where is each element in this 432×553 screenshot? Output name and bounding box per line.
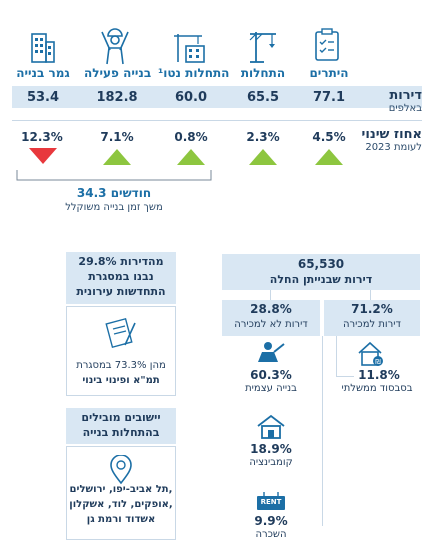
combination-label: קומבינציה xyxy=(249,457,293,468)
tree-connector xyxy=(270,290,271,300)
dwellings-label: דירות xyxy=(389,88,422,103)
crane-icon xyxy=(249,32,276,63)
change-value-new-built: 12.3% xyxy=(21,130,63,144)
change-value-net-starts: 0.8% xyxy=(174,130,208,144)
header-active-construction: בנייה פעילה xyxy=(84,66,152,80)
urban-renewal-title-line1: 29.8% מהדירות xyxy=(78,255,164,268)
leading-cities-title-box xyxy=(66,408,176,444)
tree-connector xyxy=(370,290,371,300)
contract-signing-icon xyxy=(105,317,136,349)
not-for-sale-box xyxy=(222,300,320,336)
self-build-pct: 60.3% xyxy=(250,368,292,382)
dwellings-value-new-built: 53.4 xyxy=(26,90,60,105)
building-icon xyxy=(31,33,55,63)
leading-cities-line1: תל אביב-יפו, ירושלים, xyxy=(69,484,173,495)
tree-connector xyxy=(322,336,323,526)
arrow-down-icon xyxy=(29,148,57,164)
total-started-box xyxy=(222,254,420,290)
for-sale-label: דירות למכירה xyxy=(343,319,401,330)
arrow-up-icon xyxy=(315,149,343,165)
total-started-value: 65,530 xyxy=(297,257,345,271)
duration-bracket xyxy=(16,170,212,181)
not-for-sale-label: דירות לא למכירה xyxy=(234,319,308,330)
worker-icon xyxy=(101,28,129,65)
tree-connector xyxy=(336,336,337,376)
self-build-label: בנייה עצמית xyxy=(245,383,297,394)
arrow-up-icon xyxy=(249,149,277,165)
header-starts: התחלות xyxy=(240,66,286,80)
not-for-sale-pct: 28.8% xyxy=(250,302,292,316)
leading-cities-title-line2: בהתחלות בנייה xyxy=(82,426,160,439)
change-sub: לעומת 2023 xyxy=(365,142,422,153)
dwellings-value-net-starts: 60.0 xyxy=(174,90,208,105)
header-net-starts: התחלות נטו¹ xyxy=(158,66,230,80)
rent-sign-icon xyxy=(257,492,285,510)
urban-renewal-title-box xyxy=(66,252,176,304)
leading-cities-line2: אופקים, לוד, אשקלון, xyxy=(69,499,173,510)
change-value-starts: 2.3% xyxy=(246,130,280,144)
leading-cities-line3: אשדוד ורמת גן xyxy=(86,514,156,525)
header-permits: היתרים xyxy=(309,66,349,80)
rent-pct: 9.9% xyxy=(254,514,288,528)
rent-label: השכרה xyxy=(255,529,287,540)
dwellings-value-starts: 65.5 xyxy=(246,90,280,105)
combination-house-icon xyxy=(257,414,285,439)
dwellings-row-band xyxy=(12,86,422,108)
urban-renewal-sub-line2: תמ"א ופינוי בינוי xyxy=(82,375,160,386)
subsidized-house-icon: ₪ xyxy=(358,341,383,366)
urban-renewal-sub-line1: מהן 73.3% במסגרת xyxy=(76,360,166,371)
combination-pct: 18.9% xyxy=(250,442,292,456)
change-value-active: 7.1% xyxy=(100,130,134,144)
dwellings-unit: באלפים xyxy=(388,103,422,114)
urban-renewal-title-line3: התחדשות עירונית xyxy=(76,285,166,298)
duration-value: 34.3 חודשים xyxy=(76,186,152,200)
urban-renewal-body xyxy=(66,306,176,396)
svg-text:₪: ₪ xyxy=(375,358,381,366)
for-sale-pct: 71.2% xyxy=(351,302,393,316)
permit-document-icon xyxy=(315,28,339,61)
leading-cities-title-line1: יישובים מובילים xyxy=(81,411,161,424)
dwellings-value-permits: 77.1 xyxy=(312,90,346,105)
subsidized-label: בסבסוד ממשלתי xyxy=(341,383,413,394)
dwellings-value-active: 182.8 xyxy=(96,90,138,105)
row-separator xyxy=(12,120,422,121)
header-new-built: גמר בנייה xyxy=(16,66,70,80)
arrow-up-icon xyxy=(177,149,205,165)
total-started-label: דירות שבנייתן החלה xyxy=(269,273,373,286)
self-build-worker-icon xyxy=(258,342,285,362)
location-pin-icon xyxy=(110,455,132,485)
for-sale-box xyxy=(324,300,420,336)
crane-building-icon xyxy=(174,34,205,63)
change-value-permits: 4.5% xyxy=(312,130,346,144)
change-row-label: אחוז שינוי לעומת 2023 xyxy=(362,127,422,153)
tree-connector xyxy=(336,376,354,377)
dwellings-row-label: דירות באלפים xyxy=(389,88,422,114)
subsidized-pct: 11.8% xyxy=(358,368,400,382)
duration-label: משך זמן בנייה משוקלל xyxy=(65,202,163,213)
change-label: אחוז שינוי xyxy=(361,127,422,142)
rent-sign-text: RENT xyxy=(260,498,282,506)
leading-cities-body xyxy=(66,446,176,540)
urban-renewal-title-line2: נבנו במסגרת xyxy=(88,270,154,283)
arrow-up-icon xyxy=(103,149,131,165)
